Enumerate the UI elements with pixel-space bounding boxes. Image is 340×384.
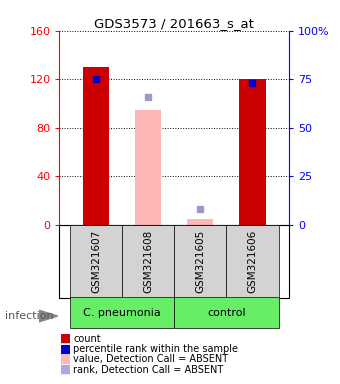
Bar <box>83 67 109 225</box>
Text: percentile rank within the sample: percentile rank within the sample <box>73 344 238 354</box>
Text: GSM321605: GSM321605 <box>195 230 205 293</box>
Text: ■: ■ <box>59 353 71 366</box>
Bar <box>70 225 122 298</box>
Text: ■: ■ <box>59 363 71 376</box>
Bar <box>239 79 266 225</box>
Text: GSM321607: GSM321607 <box>91 230 101 293</box>
Bar <box>174 297 278 328</box>
Bar <box>135 109 161 225</box>
Text: GSM321606: GSM321606 <box>248 230 257 293</box>
Bar <box>174 225 226 298</box>
Text: C. pneumonia: C. pneumonia <box>83 308 161 318</box>
Text: control: control <box>207 308 246 318</box>
Text: GSM321608: GSM321608 <box>143 230 153 293</box>
Polygon shape <box>39 310 58 322</box>
Text: infection: infection <box>5 311 54 321</box>
Text: ■: ■ <box>59 343 71 356</box>
Bar <box>122 225 174 298</box>
Title: GDS3573 / 201663_s_at: GDS3573 / 201663_s_at <box>94 17 254 30</box>
Text: rank, Detection Call = ABSENT: rank, Detection Call = ABSENT <box>73 365 223 375</box>
Text: count: count <box>73 334 101 344</box>
Text: ■: ■ <box>59 332 71 345</box>
Bar <box>70 297 174 328</box>
Text: value, Detection Call = ABSENT: value, Detection Call = ABSENT <box>73 354 228 364</box>
Bar <box>187 218 214 225</box>
Bar <box>226 225 278 298</box>
Bar <box>187 218 214 225</box>
